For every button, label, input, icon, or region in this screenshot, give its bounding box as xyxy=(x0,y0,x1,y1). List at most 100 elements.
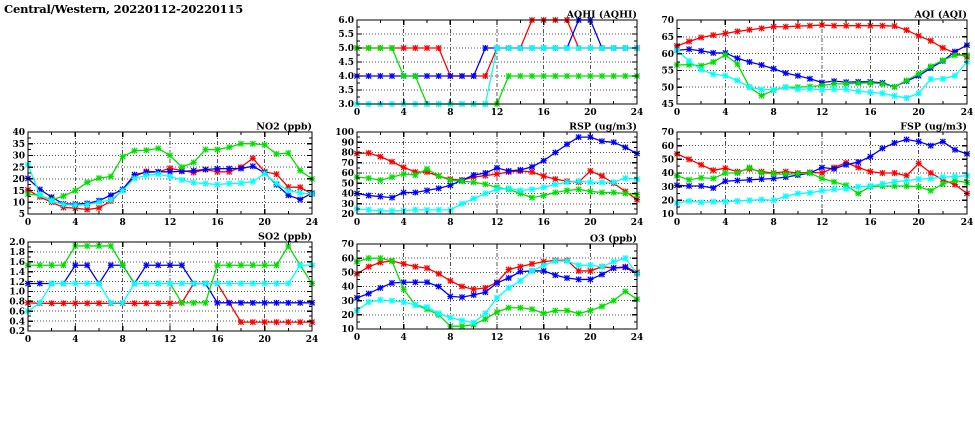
y-tick-label: 3.5 xyxy=(338,86,354,96)
x-tick-label: 8 xyxy=(771,218,777,228)
x-tick-label: 20 xyxy=(584,108,597,118)
series-4 xyxy=(24,161,316,209)
panel-fsp: 10 20 30 40 50 60 70 0 4 8 12 16 20 24 FSP (ug/m3) xyxy=(655,122,975,230)
x-tick-label: 12 xyxy=(164,218,177,228)
y-tick-label: 15 xyxy=(12,187,25,197)
series-4 xyxy=(353,255,641,326)
y-tick-label: 40 xyxy=(341,283,354,293)
y-tick-label: 1.0 xyxy=(9,288,25,298)
y-tick-label: 50 xyxy=(661,156,674,166)
y-tick-label: 90 xyxy=(341,138,354,148)
x-tick-label: 4 xyxy=(401,108,407,118)
y-tick-label: 3.0 xyxy=(338,100,354,110)
y-tick-label: 60 xyxy=(661,50,674,60)
x-tick-label: 4 xyxy=(401,218,407,228)
x-tick-label: 20 xyxy=(912,108,925,118)
panel-title-fsp: FSP (ug/m3) xyxy=(900,122,967,133)
x-tick-label: 20 xyxy=(584,218,597,228)
page-title: Central/Western, 20220112-20220115 xyxy=(4,2,244,16)
panel-title-rsp: RSP (ug/m3) xyxy=(569,122,637,133)
y-tick-label: 40 xyxy=(12,128,25,138)
y-tick-label: 20 xyxy=(12,175,25,185)
x-tick-label: 16 xyxy=(537,333,550,343)
y-tick-label: 0.8 xyxy=(9,298,25,308)
y-tick-label: 1.4 xyxy=(9,268,25,278)
series-4 xyxy=(673,172,971,207)
y-tick-label: 50 xyxy=(661,83,674,93)
panel-title-so2: SO2 (ppb) xyxy=(258,232,312,243)
y-tick-label: 50 xyxy=(341,269,354,279)
y-tick-label: 30 xyxy=(341,297,354,307)
x-tick-label: 8 xyxy=(447,333,453,343)
panel-no2: 5 10 15 20 25 30 35 40 0 4 8 12 16 20 24 NO2 (ppb) xyxy=(0,122,320,230)
x-tick-label: 20 xyxy=(912,218,925,228)
x-tick-label: 12 xyxy=(816,218,829,228)
panel-title-o3: O3 (ppb) xyxy=(590,234,637,245)
y-tick-label: 35 xyxy=(12,140,25,150)
y-tick-label: 0.4 xyxy=(9,317,25,327)
y-tick-label: 30 xyxy=(341,200,354,210)
x-tick-label: 4 xyxy=(722,108,728,118)
x-tick-label: 0 xyxy=(674,108,680,118)
panel-so2: 0.2 0.4 0.6 0.8 1.0 1.2 1.4 1.6 1.8 2.0 0 4 8 12 16 20 2… xyxy=(0,232,320,347)
x-tick-label: 16 xyxy=(211,218,224,228)
y-tick-label: 5.0 xyxy=(338,44,354,54)
x-tick-label: 4 xyxy=(722,218,728,228)
y-tick-label: 1.2 xyxy=(9,278,25,288)
x-tick-label: 0 xyxy=(25,218,31,228)
y-tick-label: 25 xyxy=(12,163,25,173)
y-tick-label: 20 xyxy=(661,197,674,207)
x-tick-label: 12 xyxy=(491,218,504,228)
x-tick-label: 8 xyxy=(447,108,453,118)
x-tick-label: 0 xyxy=(25,335,31,345)
x-tick-label: 12 xyxy=(491,333,504,343)
x-tick-label: 24 xyxy=(961,218,974,228)
x-tick-label: 20 xyxy=(584,333,597,343)
x-tick-label: 4 xyxy=(401,333,407,343)
y-tick-label: 6.0 xyxy=(338,16,354,26)
y-tick-label: 5.5 xyxy=(338,30,354,40)
x-tick-label: 0 xyxy=(354,218,360,228)
panel-rsp: 20 30 40 50 60 70 80 90 100 0 4 8 12 16 20 24 RSP (ug/m3… xyxy=(335,122,645,230)
chart-o3: 10 20 30 40 50 60 70 0 4 8 12 16 20 24 O3 (ppb) xyxy=(341,234,644,344)
y-tick-label: 4.0 xyxy=(338,72,354,82)
x-tick-label: 20 xyxy=(258,218,271,228)
x-tick-label: 16 xyxy=(864,108,877,118)
x-tick-label: 8 xyxy=(120,335,126,345)
y-tick-label: 70 xyxy=(661,128,674,138)
y-tick-label: 60 xyxy=(341,254,354,264)
x-tick-label: 24 xyxy=(961,108,974,118)
x-tick-label: 12 xyxy=(491,108,504,118)
x-tick-label: 8 xyxy=(120,218,126,228)
x-tick-label: 24 xyxy=(631,108,644,118)
x-tick-label: 12 xyxy=(816,108,829,118)
x-tick-label: 0 xyxy=(674,218,680,228)
x-tick-label: 0 xyxy=(354,333,360,343)
chart-so2: 0.20.40.60.81.01.21.41.61.82.0 0 4 8 12 16 20 2… xyxy=(9,232,318,345)
y-tick-label: 80 xyxy=(341,149,354,159)
y-tick-label: 1.6 xyxy=(9,258,25,268)
x-tick-label: 24 xyxy=(631,333,644,343)
y-tick-label: 40 xyxy=(341,190,354,200)
x-tick-label: 16 xyxy=(864,218,877,228)
y-tick-label: 70 xyxy=(341,240,354,250)
x-tick-label: 16 xyxy=(537,218,550,228)
chart-aqhi: 3.0 3.5 4.0 4.5 5.0 5.5 6.0 0 4 8 12 16 20 24 AQHI (AQ… xyxy=(338,10,644,118)
y-tick-label: 70 xyxy=(341,159,354,169)
y-tick-label: 10 xyxy=(341,325,354,335)
y-tick-label: 50 xyxy=(341,179,354,189)
x-tick-label: 24 xyxy=(631,218,644,228)
y-tick-label: 2.0 xyxy=(9,238,25,248)
y-tick-label: 55 xyxy=(661,67,674,77)
x-tick-label: 0 xyxy=(354,108,360,118)
x-tick-label: 12 xyxy=(164,335,177,345)
y-tick-label: 1.8 xyxy=(9,248,25,258)
y-tick-label: 65 xyxy=(661,33,674,43)
y-tick-label: 100 xyxy=(335,128,354,138)
x-tick-label: 4 xyxy=(72,218,78,228)
y-tick-label: 30 xyxy=(12,152,25,162)
series-4 xyxy=(24,262,316,315)
y-tick-label: 45 xyxy=(661,100,674,110)
x-tick-label: 8 xyxy=(447,218,453,228)
